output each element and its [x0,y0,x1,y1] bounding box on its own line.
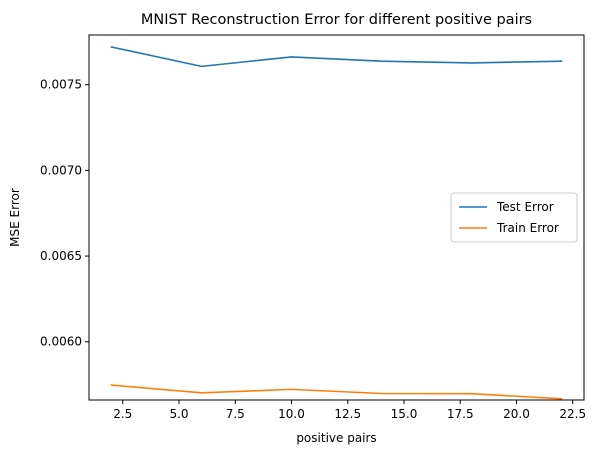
x-tick-label: 22.5 [559,407,586,421]
chart-title: MNIST Reconstruction Error for different… [141,12,532,28]
y-axis: 0.0060 0.0065 0.0070 0.0075 [40,78,89,349]
legend-box [450,192,578,243]
x-tick-label: 10.0 [278,407,305,421]
series-line-test-error [110,46,563,68]
y-tick-label: 0.0070 [40,163,82,177]
x-tick-label: 7.5 [226,407,245,421]
x-tick-label: 20.0 [503,407,530,421]
legend-label: Test Error [496,200,554,214]
series-group [110,46,563,400]
x-axis: 2.5 5.0 7.5 10.0 12.5 15.0 17.5 20.0 22.5 [113,400,586,421]
legend-label: Train Error [496,221,559,235]
x-tick-label: 5.0 [169,407,188,421]
y-tick-label: 0.0060 [40,335,82,349]
x-tick-label: 15.0 [391,407,418,421]
legend: Test Error Train Error [450,192,578,243]
x-tick-label: 17.5 [447,407,474,421]
x-tick-label: 12.5 [334,407,361,421]
y-tick-label: 0.0075 [40,78,82,92]
y-tick-label: 0.0065 [40,249,82,263]
series-line-train-error [110,384,563,400]
x-axis-title: positive pairs [296,431,376,445]
x-tick-label: 2.5 [113,407,132,421]
y-axis-title: MSE Error [8,188,22,247]
plot-frame [88,34,585,401]
